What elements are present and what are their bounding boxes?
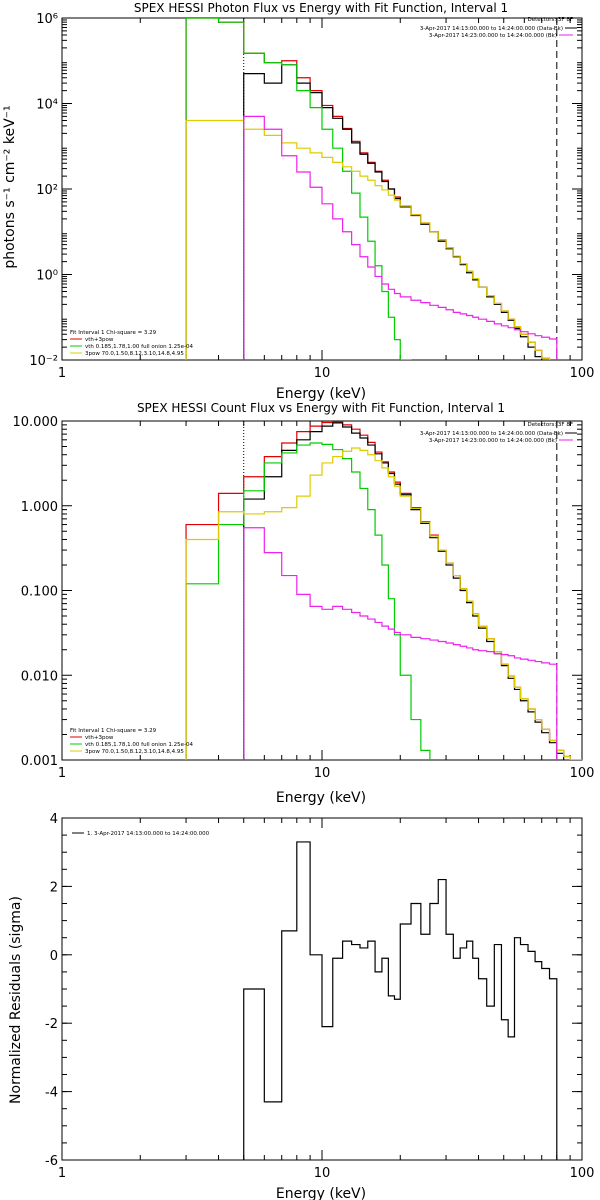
legend-entry-vth-3pow: vth+3pow xyxy=(85,735,114,741)
x-tick-label-10: 10 xyxy=(314,366,331,381)
y-tick-label-2: 2 xyxy=(50,880,58,895)
series-3pow-70-0-1-50-8-12-3-10-14-8-4-95-line xyxy=(185,447,582,760)
series-3pow-70-0-1-50-8-12-3-10-14-8-4-95-line xyxy=(185,119,551,360)
legend-entry-bk: 3-Apr-2017 14:23:00.000 to 14:24:00.000 … xyxy=(429,438,557,444)
y-tick-label-4: 4 xyxy=(50,812,58,827)
legend-header: Detectors: 3F 8F xyxy=(527,17,573,23)
y-tick-label-4: -4 xyxy=(45,1086,58,1101)
residuals-plot: 1 10 100 -6 -4 -2 0 2 4 xyxy=(45,812,594,1181)
x-tick-label-100: 100 xyxy=(570,366,595,381)
series-group xyxy=(185,18,558,360)
y-tick-label-10: 10⁶ xyxy=(36,12,58,27)
x-tick-label-10: 10 xyxy=(314,766,331,781)
photon-flux-title: SPEX HESSI Photon Flux vs Energy with Fi… xyxy=(134,1,508,15)
photon-flux-legend-bottom-left: Fit Interval 1 Chi-square = 3.29 vth+3po… xyxy=(70,330,193,357)
series-bk-line xyxy=(243,527,558,760)
series-data-line xyxy=(243,422,565,760)
photon-flux-ylabel: photons s⁻¹ cm⁻² keV⁻¹ xyxy=(2,105,18,268)
photon-flux-plot: 1 10 100 10⁻² 10⁰ 10² 10⁴ 10⁶ xyxy=(29,12,594,381)
count-flux-xlabel: Energy (keV) xyxy=(276,790,366,806)
series-group xyxy=(185,421,582,760)
residuals-ylabel: Normalized Residuals (sigma) xyxy=(8,896,24,1104)
x-tick-label-10: 10 xyxy=(314,1166,331,1181)
y-tick-label-10: 10⁰ xyxy=(36,269,58,284)
y-tick-label-0-100: 0.100 xyxy=(21,585,58,600)
legend-entry-vth: vth 0.185,1.78,1.00 full onion 1.25e-04 xyxy=(85,742,193,748)
legend-entry-3pow: 3pow 70.0,1.50,8.12,3.10,14.8,4.95 xyxy=(85,351,184,357)
legend-entry-bk: 3-Apr-2017 14:23:00.000 to 14:24:00.000 … xyxy=(429,33,557,39)
count-flux-legend-top-right: Detectors: 3F 8F 3-Apr-2017 14:13:00.000… xyxy=(420,422,577,444)
legend-header: Detectors: 3F 8F xyxy=(527,422,573,428)
y-tick-label-0: 0 xyxy=(50,949,58,964)
x-tick-label-1: 1 xyxy=(58,366,66,381)
y-tick-label-10-000: 10.000 xyxy=(13,415,59,430)
legend-entry-3pow: 3pow 70.0,1.50,8.12,3.10,14.8,4.95 xyxy=(85,749,184,755)
y-tick-label-2: -2 xyxy=(45,1017,58,1032)
count-flux-panel: SPEX HESSI Count Flux vs Energy with Fit… xyxy=(13,401,595,806)
count-flux-legend-bottom-left: Fit Interval 1 Chi-square = 3.29 vth+3po… xyxy=(70,728,193,755)
count-flux-plot: 1 10 100 0.001 0.010 0.100 1.000 10.000 xyxy=(13,415,595,781)
x-tick-label-100: 100 xyxy=(570,1166,595,1181)
y-tick-label-10: 10⁻² xyxy=(29,354,58,369)
legend-entry-data-bk: 3-Apr-2017 14:13:00.000 to 14:24:00.000 … xyxy=(420,26,563,32)
series-group xyxy=(243,841,558,1160)
series-vth-3pow-line xyxy=(185,421,582,760)
y-tick-label-10: 10² xyxy=(36,183,58,198)
y-tick-label-10: 10⁴ xyxy=(36,98,58,113)
legend-entry-vth: vth 0.185,1.78,1.00 full onion 1.25e-04 xyxy=(85,344,193,350)
photon-flux-legend-top-right: Detectors: 3F 8F 3-Apr-2017 14:13:00.000… xyxy=(420,17,577,39)
residuals-legend: 1. 3-Apr-2017 14:13:00.000 to 14:24:00.0… xyxy=(72,831,210,837)
residuals-panel: Energy (keV) Normalized Residuals (sigma… xyxy=(8,812,594,1200)
series-vth-0-185-1-78-1-00-full-onion-1-25e-04-line xyxy=(185,18,412,360)
series-1-3-apr-2017-14-13-00-000-to-14-24-00-000-line xyxy=(243,841,558,1160)
legend-entry-vth-3pow: vth+3pow xyxy=(85,337,114,343)
y-tick-label-6: -6 xyxy=(45,1154,58,1169)
y-tick-label-0-001: 0.001 xyxy=(21,754,58,769)
legend-entry-residual: 1. 3-Apr-2017 14:13:00.000 to 14:24:00.0… xyxy=(87,831,210,837)
photon-flux-xlabel: Energy (keV) xyxy=(276,386,366,402)
x-tick-label-100: 100 xyxy=(570,766,595,781)
legend-fit-header: Fit Interval 1 Chi-square = 3.29 xyxy=(70,330,157,336)
photon-flux-panel: SPEX HESSI Photon Flux vs Energy with Fi… xyxy=(2,1,594,402)
y-tick-label-0-010: 0.010 xyxy=(21,669,58,684)
legend-fit-header: Fit Interval 1 Chi-square = 3.29 xyxy=(70,728,157,734)
legend-entry-data-bk: 3-Apr-2017 14:13:00.000 to 14:24:00.000 … xyxy=(420,431,563,437)
series-bk-line xyxy=(243,115,558,360)
series-data-line xyxy=(243,64,543,360)
series-vth-0-185-1-78-1-00-full-onion-1-25e-04-line xyxy=(185,442,431,760)
x-tick-label-1: 1 xyxy=(58,766,66,781)
residuals-xlabel: Energy (keV) xyxy=(276,1186,366,1200)
y-tick-label-1-000: 1.000 xyxy=(21,500,58,515)
x-tick-label-1: 1 xyxy=(58,1166,66,1181)
count-flux-title: SPEX HESSI Count Flux vs Energy with Fit… xyxy=(137,401,505,415)
